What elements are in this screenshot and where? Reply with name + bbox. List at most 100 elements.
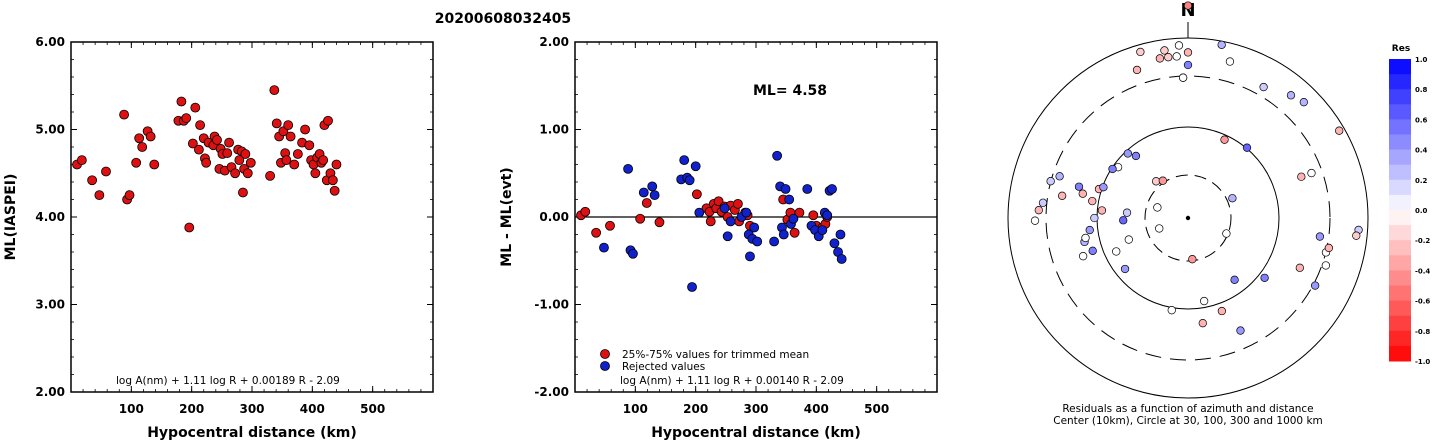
rejected-point [722,231,733,242]
data-point [137,142,148,152]
station-marker [1335,126,1344,135]
axis-ticks: 100 200 300 400 500 -2.00 -1.00 0.00 1.00 2.00 [534,35,938,416]
station-marker [1172,52,1181,61]
data-point [190,102,201,113]
station-marker [1315,232,1325,241]
colorbar-cell [1389,315,1411,332]
azimuth-residual-panel: N Residuals as a function of azimuth and… [1007,0,1369,427]
data-point [195,120,206,131]
colorbar-cell [1389,270,1411,286]
residual-colorbar: Res 1.0 0.8 0.6 0.4 0.2 0.0 -0.2 -0.4 -0.6 -0.8 -1… [1389,44,1430,366]
data-point [635,213,646,224]
station-marker [1132,65,1142,75]
legend-marker-trimmed [600,349,610,359]
station-marker [1352,231,1361,240]
station-marker [1124,235,1133,244]
x-tick-label: 100 [623,402,648,416]
y-tick-label: 2.00 [35,385,65,399]
rejected-point [802,184,813,194]
data-point [271,118,282,129]
station-marker [1230,275,1239,284]
data-point [181,113,192,124]
data-point [283,120,294,131]
rejected-point [749,222,760,233]
rejected-point [817,225,828,236]
colorbar-tick-label: -0.2 [1415,237,1430,245]
rejected-point [778,229,789,240]
station-marker [1299,98,1308,107]
data-point [289,159,300,170]
y-tick-label: -2.00 [534,385,569,399]
station-marker [1097,206,1107,215]
station-marker [1158,176,1167,185]
x-tick-label: 500 [360,402,385,416]
formula-label: log A(nm) + 1.11 log R + 0.00140 R - 2.0… [620,375,844,387]
station-marker [1242,143,1252,152]
data-point [591,227,602,238]
ml-annotation: ML= 4.58 [753,83,827,99]
rejected-point [687,282,697,292]
data-point [304,140,315,151]
colorbar-ticks: 1.0 0.8 0.6 0.4 0.2 0.0 -0.2 -0.4 -0.6 -0.8 -1.0 [1415,56,1430,366]
colorbar-cell [1389,210,1411,226]
station-marker [1078,252,1088,261]
station-marker [1228,194,1237,203]
colorbar-cell [1389,134,1411,151]
rejected-point [836,254,847,264]
station-marker [1286,91,1296,100]
colorbar-cell [1389,300,1411,317]
magnitude-vs-distance-panel: 100 200 300 400 500 2.00 3.00 4.00 5.00 6.00 log … [3,35,434,441]
y-tick-label: 0.00 [539,210,569,224]
rejected-point [719,203,730,214]
rejected-point [647,181,658,192]
legend: 25%-75% values for trimmed mean Rejected… [600,349,809,373]
y-tick-label: 6.00 [35,35,65,49]
colorbar-cell [1389,330,1411,347]
colorbar-tick-label: -0.4 [1415,267,1430,275]
rejected-point [769,236,779,247]
data-point [222,148,233,159]
colorbar-tick-label: -0.6 [1415,298,1430,306]
station-marker [1136,47,1145,57]
data-point [605,220,615,231]
station-marker [1220,135,1229,144]
station-marker [1259,82,1268,92]
station-marker [1236,326,1245,335]
station-marker [1167,306,1176,315]
station-marker [1183,48,1193,57]
data-point [119,109,129,120]
station-marker [1225,57,1235,66]
station-marker [1074,182,1084,191]
residual-vs-distance-panel: 100 200 300 400 500 -2.00 -1.00 0.00 1.00 2.00 ML… [499,35,938,441]
station-marker [1088,196,1097,206]
rejected-point [649,190,660,201]
data-point [794,207,805,218]
colorbar-title: Res [1392,44,1410,54]
station-marker [1081,233,1090,243]
data-points [576,150,847,292]
colorbar-cell [1389,59,1411,75]
colorbar-tick-label: 0.8 [1415,86,1428,94]
data-point [145,131,156,142]
station-marker [1122,208,1132,217]
data-point [733,198,743,209]
colorbar-tick-label: -0.8 [1415,328,1430,336]
data-point [705,216,716,227]
x-tick-label: 400 [804,402,829,416]
colorbar-cell [1389,285,1411,302]
data-point [212,135,222,145]
station-marker [1217,306,1227,316]
colorbar-cell [1389,149,1411,166]
data-point [131,157,142,168]
colorbar-cell [1389,74,1411,90]
station-marker [1099,183,1108,192]
y-tick-label: 5.00 [35,123,65,137]
data-point [101,166,111,177]
rejected-point [599,242,609,253]
station-marker [1217,40,1226,49]
station-marker [1295,263,1304,272]
station-marker [1108,164,1117,174]
x-axis-label: Hypocentral distance (km) [651,425,861,441]
plot-frame [70,41,434,393]
colorbar-cell [1389,194,1411,211]
